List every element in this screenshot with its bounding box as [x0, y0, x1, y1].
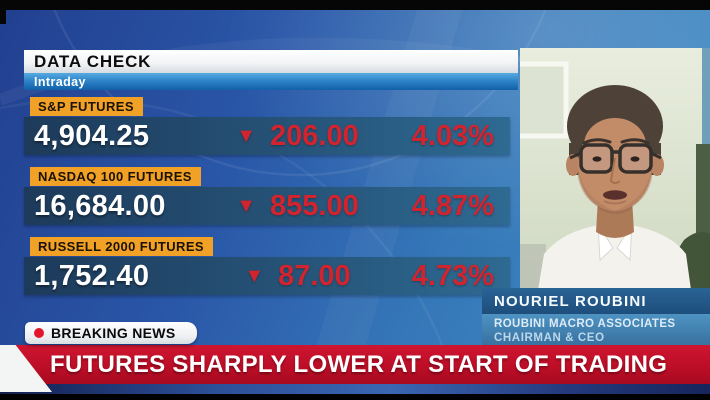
headline-text: FUTURES SHARPLY LOWER AT START OF TRADIN…: [50, 351, 668, 378]
lower-navy-strip: [0, 384, 710, 394]
corner-notch: [0, 0, 6, 24]
down-arrow-icon: ▼: [236, 195, 257, 217]
ticker-change-value: 87.00: [278, 259, 351, 292]
ticker-change-percent: 4.87%: [411, 189, 494, 222]
top-letterbox-bar: [0, 0, 710, 10]
panel-subtitle-bar: Intraday: [24, 73, 518, 90]
picture-frame: [520, 61, 569, 139]
ticker-row-russell-futures: RUSSELL 2000 FUTURES 1,752.40 ▼ 87.00 4.…: [24, 237, 518, 295]
down-arrow-icon: ▼: [244, 265, 265, 287]
ticker-label: RUSSELL 2000 FUTURES: [30, 237, 213, 256]
ticker-change-value: 855.00: [270, 189, 359, 222]
mouth: [603, 190, 627, 200]
panel-subtitle: Intraday: [34, 74, 86, 89]
speaker-lower-third: NOURIEL ROUBINI ROUBINI MACRO ASSOCIATES…: [482, 288, 710, 347]
ticker-label: S&P FUTURES: [30, 97, 143, 116]
headline-banner: FUTURES SHARPLY LOWER AT START OF TRADIN…: [0, 345, 710, 384]
ticker-change-percent: 4.73%: [411, 259, 494, 292]
ticker-values-band: 16,684.00 ▼ 855.00 4.87%: [24, 187, 510, 225]
ticker-row-sp-futures: S&P FUTURES 4,904.25 ▼ 206.00 4.03%: [24, 97, 518, 155]
speaker-info: ROUBINI MACRO ASSOCIATES CHAIRMAN & CEO: [482, 314, 710, 347]
panel-title: DATA CHECK: [34, 51, 152, 71]
ticker-change-value: 206.00: [270, 119, 359, 152]
speaker-name: NOURIEL ROUBINI: [482, 288, 710, 314]
breaking-news-label: BREAKING NEWS: [51, 325, 176, 341]
ticker-last-price: 4,904.25: [34, 119, 150, 152]
ticker-values-band: 1,752.40 ▼ 87.00 4.73%: [24, 257, 510, 295]
ticker-last-price: 16,684.00: [34, 189, 166, 222]
breaking-news-pill: BREAKING NEWS: [25, 322, 197, 344]
speaker-title: CHAIRMAN & CEO: [494, 332, 605, 344]
speaker-company: ROUBINI MACRO ASSOCIATES: [494, 318, 676, 330]
shirt: [538, 221, 691, 290]
ticker-label: NASDAQ 100 FUTURES: [30, 167, 201, 186]
ticker-values-band: 4,904.25 ▼ 206.00 4.03%: [24, 117, 510, 155]
down-arrow-icon: ▼: [236, 125, 257, 147]
window-edge: [702, 48, 710, 148]
breaking-news-dot-icon: [34, 328, 44, 338]
ticker-change-percent: 4.03%: [411, 119, 494, 152]
speaker-portrait-illustration: [520, 48, 710, 290]
ticker-row-nasdaq-futures: NASDAQ 100 FUTURES 16,684.00 ▼ 855.00 4.…: [24, 167, 518, 225]
panel-title-bar: DATA CHECK: [24, 50, 518, 73]
ticker-change: ▼ 87.00: [229, 260, 366, 293]
ticker-change: ▼ 855.00: [229, 190, 366, 223]
speaker-video: [520, 48, 710, 290]
ticker-last-price: 1,752.40: [34, 259, 150, 292]
ticker-change: ▼ 206.00: [229, 120, 366, 153]
data-check-panel: DATA CHECK Intraday S&P FUTURES 4,904.25…: [24, 50, 518, 295]
bottom-letterbox-bar: [0, 394, 710, 400]
